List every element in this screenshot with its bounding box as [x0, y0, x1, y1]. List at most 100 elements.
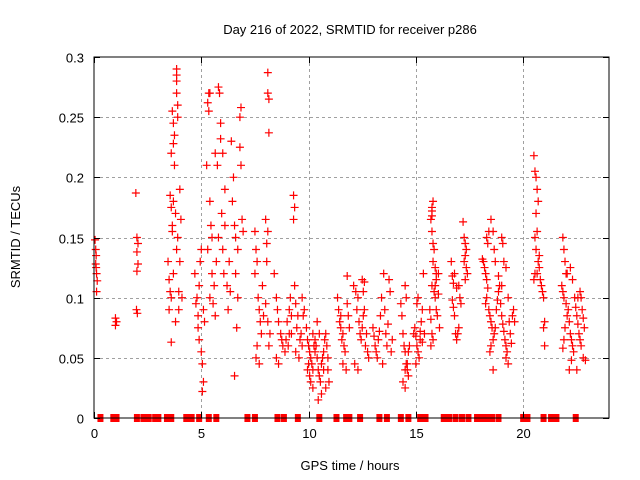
data-point — [170, 131, 179, 140]
data-point — [503, 347, 512, 356]
data-point — [561, 257, 570, 266]
data-point — [335, 317, 344, 326]
data-point — [456, 299, 465, 308]
data-point — [294, 353, 303, 362]
data-point — [401, 365, 410, 374]
data-point — [452, 335, 461, 344]
data-point — [235, 143, 244, 152]
chart-title: Day 216 of 2022, SRMTID for receiver p28… — [223, 22, 477, 37]
data-point — [414, 293, 423, 302]
data-point — [396, 299, 405, 308]
data-point — [378, 359, 387, 368]
data-point — [568, 341, 577, 350]
data-point — [91, 235, 100, 244]
data-point — [272, 293, 281, 302]
data-point — [404, 347, 413, 356]
data-point — [112, 317, 121, 326]
data-points — [91, 65, 590, 422]
data-point — [199, 377, 208, 386]
data-point — [364, 353, 373, 362]
data-point — [362, 329, 371, 338]
data-point — [171, 317, 180, 326]
data-point — [203, 98, 212, 107]
data-point — [257, 329, 266, 338]
data-point — [220, 185, 229, 194]
data-point — [224, 305, 233, 314]
data-point — [339, 341, 348, 350]
x-tick-label: 15 — [409, 426, 423, 441]
data-point — [425, 305, 434, 314]
data-point — [274, 359, 283, 368]
data-point — [169, 119, 178, 128]
data-point — [304, 359, 313, 368]
data-point — [169, 197, 178, 206]
data-point — [254, 293, 263, 302]
data-point — [559, 293, 568, 302]
data-point — [280, 347, 289, 356]
data-point — [208, 269, 217, 278]
data-point — [461, 251, 470, 260]
data-point — [426, 215, 435, 224]
x-tick-label: 0 — [91, 426, 98, 441]
data-point — [349, 281, 358, 290]
data-point — [432, 275, 441, 284]
data-point — [568, 275, 577, 284]
y-tick-label: 0 — [77, 412, 84, 427]
data-point — [212, 257, 221, 266]
data-point — [291, 347, 300, 356]
data-point — [92, 251, 101, 260]
data-point — [164, 257, 173, 266]
data-point — [285, 305, 294, 314]
data-point — [480, 263, 489, 272]
data-point — [258, 281, 267, 290]
data-point — [133, 239, 142, 248]
data-point — [559, 335, 568, 344]
data-point — [276, 329, 285, 338]
data-point — [411, 359, 420, 368]
data-point — [381, 329, 390, 338]
data-point — [165, 305, 174, 314]
data-point — [230, 221, 239, 230]
y-tick-label: 0.2 — [66, 171, 84, 186]
data-point — [382, 341, 391, 350]
data-point — [305, 371, 314, 380]
data-point — [360, 305, 369, 314]
data-point — [190, 269, 199, 278]
data-point — [558, 233, 567, 242]
data-point — [489, 335, 498, 344]
data-point — [202, 161, 211, 170]
data-point — [485, 347, 494, 356]
data-point — [558, 287, 567, 296]
data-point — [199, 305, 208, 314]
data-point — [195, 335, 204, 344]
data-point — [573, 320, 582, 329]
data-point — [569, 347, 578, 356]
data-point — [357, 335, 366, 344]
data-point — [169, 139, 178, 148]
data-point — [461, 239, 470, 248]
data-point — [447, 257, 456, 266]
data-point — [386, 287, 395, 296]
data-point — [429, 197, 438, 206]
data-point — [486, 317, 495, 326]
data-point — [214, 233, 223, 242]
data-point — [168, 107, 177, 116]
x-tick-label: 5 — [198, 426, 205, 441]
data-point — [172, 245, 181, 254]
data-point — [337, 335, 346, 344]
data-point — [255, 359, 264, 368]
data-point — [429, 239, 438, 248]
data-point — [502, 263, 510, 272]
data-point — [558, 344, 567, 353]
data-point — [573, 293, 582, 302]
data-point — [453, 329, 462, 338]
data-point — [563, 311, 572, 320]
data-point — [450, 311, 459, 320]
data-point — [499, 327, 508, 336]
data-point — [264, 341, 273, 350]
data-point — [380, 305, 389, 314]
data-point — [534, 257, 543, 266]
data-point — [532, 209, 541, 218]
data-point — [433, 311, 442, 320]
data-point — [173, 233, 182, 242]
